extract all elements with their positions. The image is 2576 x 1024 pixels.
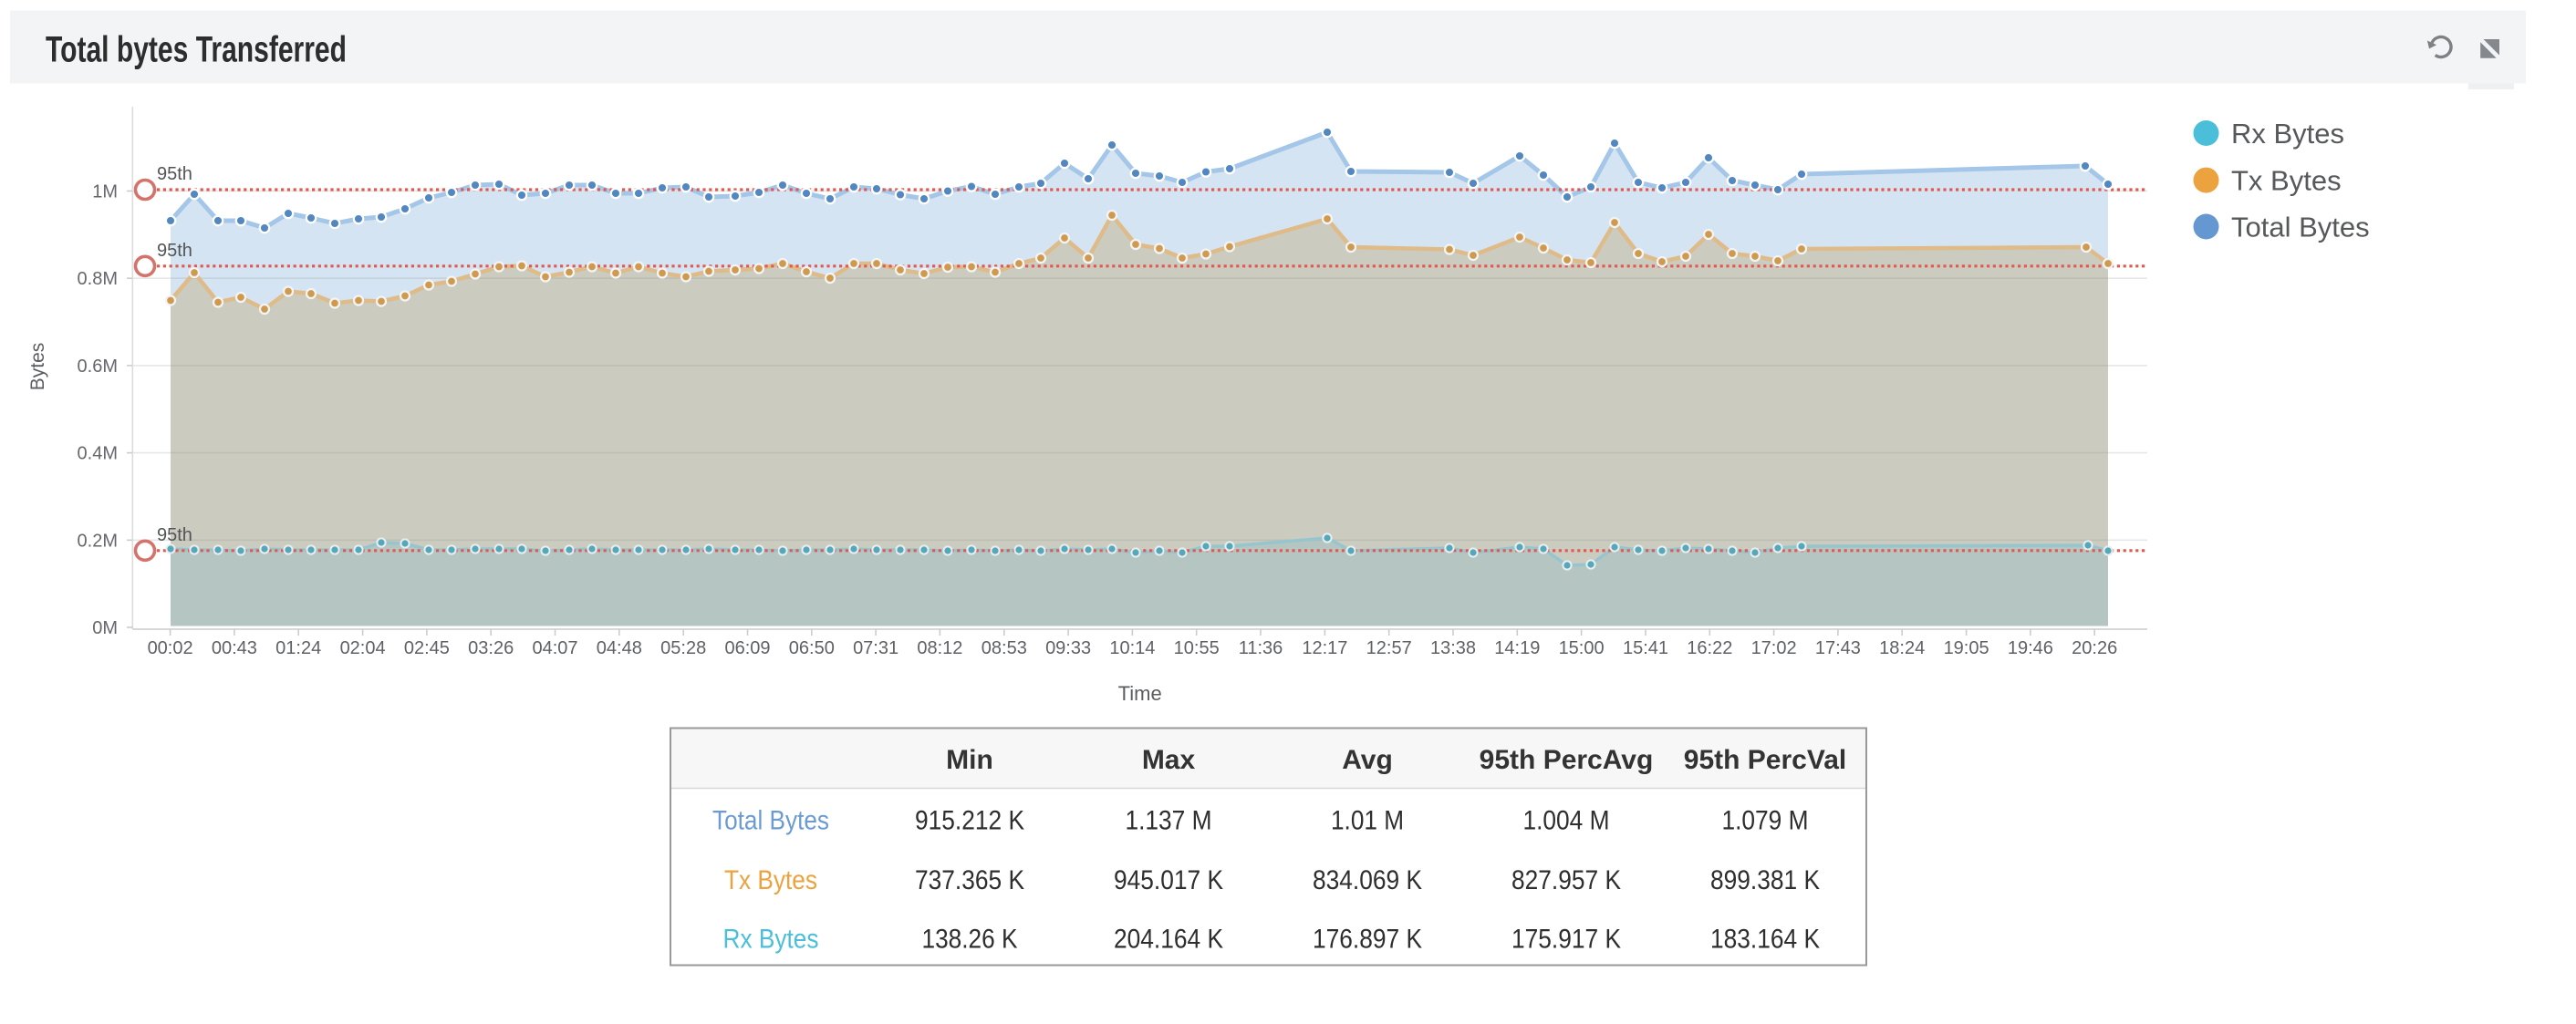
svg-text:827.957 K: 827.957 K bbox=[1511, 865, 1621, 895]
svg-text:899.381 K: 899.381 K bbox=[1710, 865, 1820, 895]
svg-text:Avg: Avg bbox=[1342, 745, 1393, 775]
svg-text:95th PercAvg: 95th PercAvg bbox=[1480, 745, 1654, 775]
svg-text:0.8M: 0.8M bbox=[78, 269, 118, 289]
svg-text:08:53: 08:53 bbox=[982, 638, 1027, 658]
svg-text:183.164 K: 183.164 K bbox=[1710, 925, 1820, 955]
svg-text:15:41: 15:41 bbox=[1623, 638, 1668, 658]
svg-text:12:57: 12:57 bbox=[1366, 638, 1412, 658]
svg-text:0.2M: 0.2M bbox=[78, 531, 118, 551]
svg-text:95th: 95th bbox=[157, 525, 192, 545]
svg-text:0M: 0M bbox=[92, 618, 118, 638]
svg-text:16:22: 16:22 bbox=[1687, 638, 1732, 658]
svg-text:737.365 K: 737.365 K bbox=[915, 865, 1024, 895]
svg-text:05:28: 05:28 bbox=[660, 638, 706, 658]
svg-text:204.164 K: 204.164 K bbox=[1114, 925, 1223, 955]
svg-text:95th: 95th bbox=[157, 164, 192, 184]
svg-text:10:14: 10:14 bbox=[1109, 638, 1155, 658]
svg-text:19:05: 19:05 bbox=[1944, 638, 1989, 658]
svg-text:Time: Time bbox=[1118, 682, 1162, 705]
svg-text:Tx Bytes: Tx Bytes bbox=[724, 865, 817, 895]
svg-text:95th PercVal: 95th PercVal bbox=[1684, 745, 1846, 775]
svg-text:02:04: 02:04 bbox=[340, 638, 386, 658]
svg-text:Tx Bytes: Tx Bytes bbox=[2231, 165, 2342, 197]
svg-text:175.917 K: 175.917 K bbox=[1511, 925, 1621, 955]
svg-text:12:17: 12:17 bbox=[1302, 638, 1347, 658]
svg-text:14:19: 14:19 bbox=[1494, 638, 1540, 658]
svg-text:20:26: 20:26 bbox=[2072, 638, 2117, 658]
svg-text:Total bytes Transferred: Total bytes Transferred bbox=[46, 30, 347, 70]
svg-text:0.6M: 0.6M bbox=[78, 357, 118, 377]
svg-text:1.01 M: 1.01 M bbox=[1331, 806, 1404, 836]
svg-text:Total Bytes: Total Bytes bbox=[712, 806, 829, 836]
svg-text:Rx Bytes: Rx Bytes bbox=[723, 925, 819, 955]
svg-text:06:50: 06:50 bbox=[789, 638, 835, 658]
svg-text:11:36: 11:36 bbox=[1239, 638, 1283, 658]
svg-text:07:31: 07:31 bbox=[853, 638, 898, 658]
svg-text:Total Bytes: Total Bytes bbox=[2231, 212, 2370, 243]
svg-text:834.069 K: 834.069 K bbox=[1313, 865, 1422, 895]
svg-text:Rx Bytes: Rx Bytes bbox=[2231, 118, 2344, 150]
svg-text:Max: Max bbox=[1142, 745, 1196, 775]
svg-text:04:48: 04:48 bbox=[597, 638, 642, 658]
svg-text:10:55: 10:55 bbox=[1174, 638, 1220, 658]
svg-text:1.137 M: 1.137 M bbox=[1126, 806, 1212, 836]
svg-text:176.897 K: 176.897 K bbox=[1313, 925, 1422, 955]
svg-text:95th: 95th bbox=[157, 241, 192, 261]
svg-text:138.26 K: 138.26 K bbox=[922, 925, 1018, 955]
svg-text:06:09: 06:09 bbox=[724, 638, 770, 658]
svg-text:1.004 M: 1.004 M bbox=[1523, 806, 1610, 836]
svg-text:18:24: 18:24 bbox=[1879, 638, 1925, 658]
svg-text:1.079 M: 1.079 M bbox=[1722, 806, 1809, 836]
svg-text:08:12: 08:12 bbox=[917, 638, 962, 658]
svg-text:09:33: 09:33 bbox=[1045, 638, 1091, 658]
svg-text:1M: 1M bbox=[92, 182, 118, 202]
svg-text:04:07: 04:07 bbox=[532, 638, 577, 658]
svg-text:00:43: 00:43 bbox=[212, 638, 257, 658]
svg-text:15:00: 15:00 bbox=[1559, 638, 1605, 658]
svg-text:03:26: 03:26 bbox=[468, 638, 514, 658]
svg-text:01:24: 01:24 bbox=[275, 638, 321, 658]
svg-text:00:02: 00:02 bbox=[148, 638, 193, 658]
svg-text:17:02: 17:02 bbox=[1751, 638, 1797, 658]
svg-text:17:43: 17:43 bbox=[1815, 638, 1861, 658]
svg-text:0.4M: 0.4M bbox=[78, 444, 118, 464]
svg-text:Bytes: Bytes bbox=[27, 343, 48, 391]
svg-text:915.212 K: 915.212 K bbox=[915, 806, 1024, 836]
svg-text:19:46: 19:46 bbox=[2008, 638, 2053, 658]
svg-text:02:45: 02:45 bbox=[404, 638, 450, 658]
svg-text:13:38: 13:38 bbox=[1430, 638, 1476, 658]
svg-text:Min: Min bbox=[946, 745, 993, 775]
svg-text:945.017 K: 945.017 K bbox=[1114, 865, 1223, 895]
